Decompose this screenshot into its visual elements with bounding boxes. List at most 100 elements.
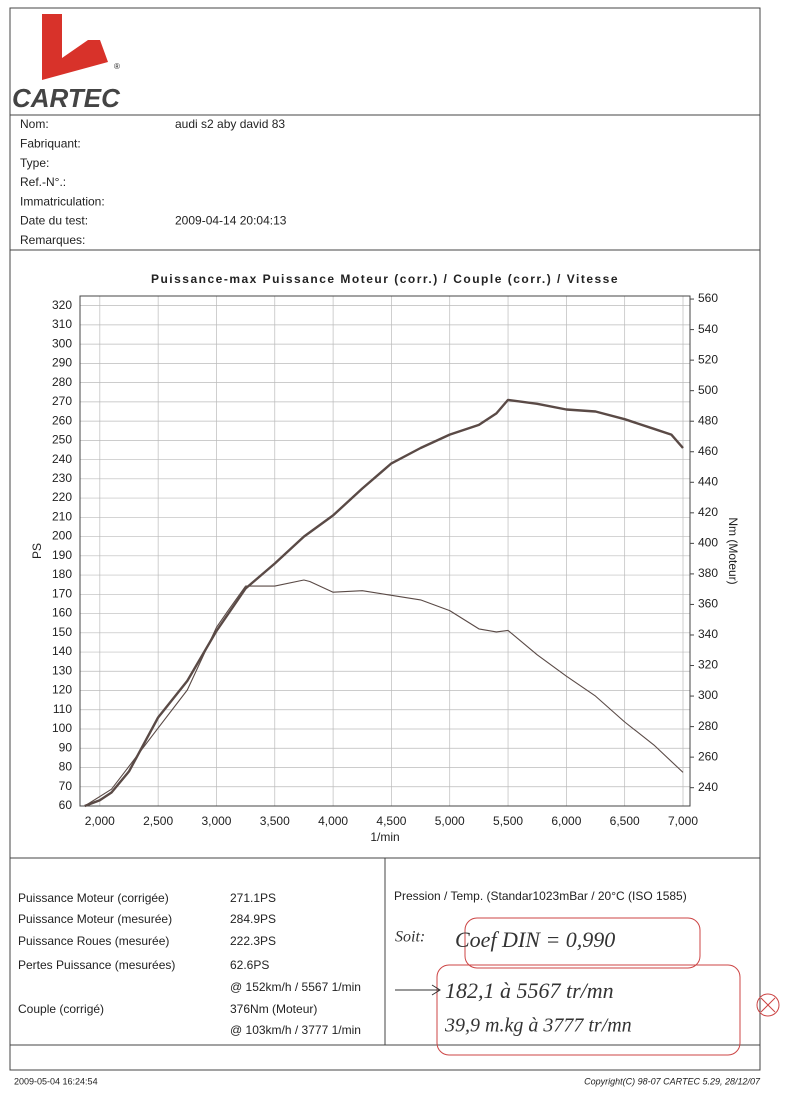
conditions: Pression / Temp. (Standar1023mBar / 20°C… — [394, 889, 687, 903]
y-tick-label: 70 — [59, 779, 73, 793]
note-text: Soit: — [395, 929, 425, 946]
field-label: Remarques: — [20, 233, 85, 247]
y-tick-label: 250 — [52, 433, 72, 447]
y2-tick-label: 520 — [698, 352, 718, 366]
result-value: 376Nm (Moteur) — [230, 1002, 317, 1016]
y-tick-label: 200 — [52, 529, 72, 543]
y-tick-label: 290 — [52, 356, 72, 370]
y2-tick-label: 560 — [698, 291, 718, 305]
field-label: Type: — [20, 156, 49, 170]
data-line — [84, 579, 684, 807]
y2-axis-label: Nm (Moteur) — [726, 517, 740, 584]
y-tick-label: 120 — [52, 683, 72, 697]
y-tick-label: 100 — [52, 721, 72, 735]
logo-text: CARTEC — [12, 83, 121, 113]
y2-tick-label: 460 — [698, 444, 718, 458]
y-tick-label: 130 — [52, 663, 72, 677]
x-tick-label: 5,500 — [493, 814, 523, 828]
result-label: Pertes Puissance (mesurées) — [18, 958, 175, 972]
chart-title: Puissance-max Puissance Moteur (corr.) /… — [151, 272, 619, 286]
y2-tick-label: 300 — [698, 688, 718, 702]
y-tick-label: 230 — [52, 471, 72, 485]
result-value: 222.3PS — [230, 934, 276, 948]
logo: ® CARTEC — [12, 14, 121, 113]
field-label: Immatriculation: — [20, 194, 105, 208]
result-value: @ 103km/h / 3777 1/min — [230, 1023, 361, 1037]
field-label: Fabriquant: — [20, 136, 81, 150]
logo-mark: ® — [114, 62, 120, 71]
field-label: Ref.-N°.: — [20, 175, 66, 189]
y-axis-label: PS — [30, 543, 44, 559]
data-line — [84, 398, 684, 808]
y-tick-label: 60 — [59, 798, 73, 812]
page-frame — [9, 7, 761, 1071]
y2-tick-label: 360 — [698, 597, 718, 611]
note-mark — [756, 993, 780, 1017]
footer-copyright: Copyright(C) 98-07 CARTEC 5.29, 28/12/07 — [584, 1076, 761, 1086]
result-label: Couple (corrigé) — [18, 1002, 104, 1016]
y2-tick-label: 420 — [698, 505, 718, 519]
y2-tick-label: 480 — [698, 413, 718, 427]
y2-tick-label: 260 — [698, 749, 718, 763]
y2-tick-label: 340 — [698, 627, 718, 641]
y-tick-label: 270 — [52, 394, 72, 408]
result-value: @ 152km/h / 5567 1/min — [230, 980, 361, 994]
x-tick-label: 6,000 — [551, 814, 581, 828]
note-box — [464, 917, 701, 969]
field-value: 2009-04-14 20:04:13 — [175, 214, 287, 228]
result-label: Puissance Roues (mesurée) — [18, 934, 169, 948]
field-label: Date du test: — [20, 214, 88, 228]
y-tick-label: 300 — [52, 336, 72, 350]
y-tick-label: 190 — [52, 548, 72, 562]
x-tick-label: 7,000 — [668, 814, 698, 828]
note-text: 182,1 à 5567 tr/mn — [445, 978, 614, 1003]
y2-tick-label: 320 — [698, 658, 718, 672]
y-tick-label: 310 — [52, 317, 72, 331]
plot-frame — [79, 295, 691, 807]
x-axis-label: 1/min — [370, 830, 399, 844]
y2-tick-label: 280 — [698, 719, 718, 733]
y-tick-label: 160 — [52, 606, 72, 620]
x-tick-label: 2,500 — [143, 814, 173, 828]
y-tick-label: 240 — [52, 452, 72, 466]
y-tick-label: 210 — [52, 509, 72, 523]
y2-tick-label: 400 — [698, 536, 718, 550]
y-tick-label: 170 — [52, 586, 72, 600]
footer-date: 2009-05-04 16:24:54 — [14, 1076, 98, 1086]
x-tick-label: 3,500 — [260, 814, 290, 828]
arrow — [395, 984, 441, 996]
y-tick-label: 140 — [52, 644, 72, 658]
logo-shape — [42, 14, 108, 80]
note-text: 39,9 m.kg à 3777 tr/mn — [444, 1015, 632, 1037]
x-tick-label: 2,000 — [85, 814, 115, 828]
y-tick-label: 280 — [52, 375, 72, 389]
y-tick-label: 260 — [52, 413, 72, 427]
y2-tick-label: 240 — [698, 780, 718, 794]
x-tick-label: 3,000 — [201, 814, 231, 828]
x-tick-label: 4,000 — [318, 814, 348, 828]
y-tick-label: 110 — [53, 702, 72, 716]
y2-tick-label: 440 — [698, 474, 718, 488]
note-mark — [760, 997, 776, 1013]
result-label: Puissance Moteur (corrigée) — [18, 891, 169, 905]
result-value: 62.6PS — [230, 958, 269, 972]
x-tick-label: 6,500 — [610, 814, 640, 828]
note-box — [436, 964, 741, 1056]
y-tick-label: 180 — [52, 567, 72, 581]
y2-tick-label: 540 — [698, 322, 718, 336]
field-value: audi s2 aby david 83 — [175, 117, 285, 131]
y-tick-label: 320 — [52, 298, 72, 312]
x-tick-label: 4,500 — [376, 814, 406, 828]
field-label: Nom: — [20, 117, 49, 131]
result-value: 284.9PS — [230, 912, 276, 926]
y-tick-label: 80 — [59, 760, 73, 774]
y2-tick-label: 380 — [698, 566, 718, 580]
y-tick-label: 150 — [52, 625, 72, 639]
y2-tick-label: 500 — [698, 383, 718, 397]
y-tick-label: 220 — [52, 490, 72, 504]
result-value: 271.1PS — [230, 891, 276, 905]
result-label: Puissance Moteur (mesurée) — [18, 912, 172, 926]
y-tick-label: 90 — [59, 740, 73, 754]
note-text: Coef DIN = 0,990 — [455, 927, 615, 952]
